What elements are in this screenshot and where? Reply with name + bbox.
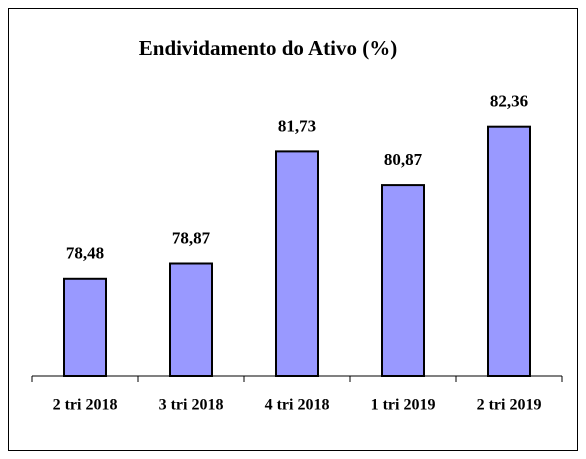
x-tick-label: 1 tri 2019 [371,397,436,414]
value-label: 78,48 [66,244,104,263]
x-tick-label: 4 tri 2018 [265,397,330,414]
value-label: 78,87 [172,228,211,247]
value-label: 82,36 [490,92,528,111]
bar [275,150,319,377]
x-tick-label: 2 tri 2019 [477,397,542,414]
bar [63,277,107,377]
x-tick-label: 3 tri 2018 [159,397,224,414]
bar [169,262,213,377]
chart-title: Endividamento do Ativo (%) [139,36,397,60]
value-label: 81,73 [278,116,316,135]
bar [487,125,531,377]
bar [381,184,425,377]
value-label: 80,87 [384,150,423,169]
x-tick-label: 2 tri 2018 [53,397,118,414]
